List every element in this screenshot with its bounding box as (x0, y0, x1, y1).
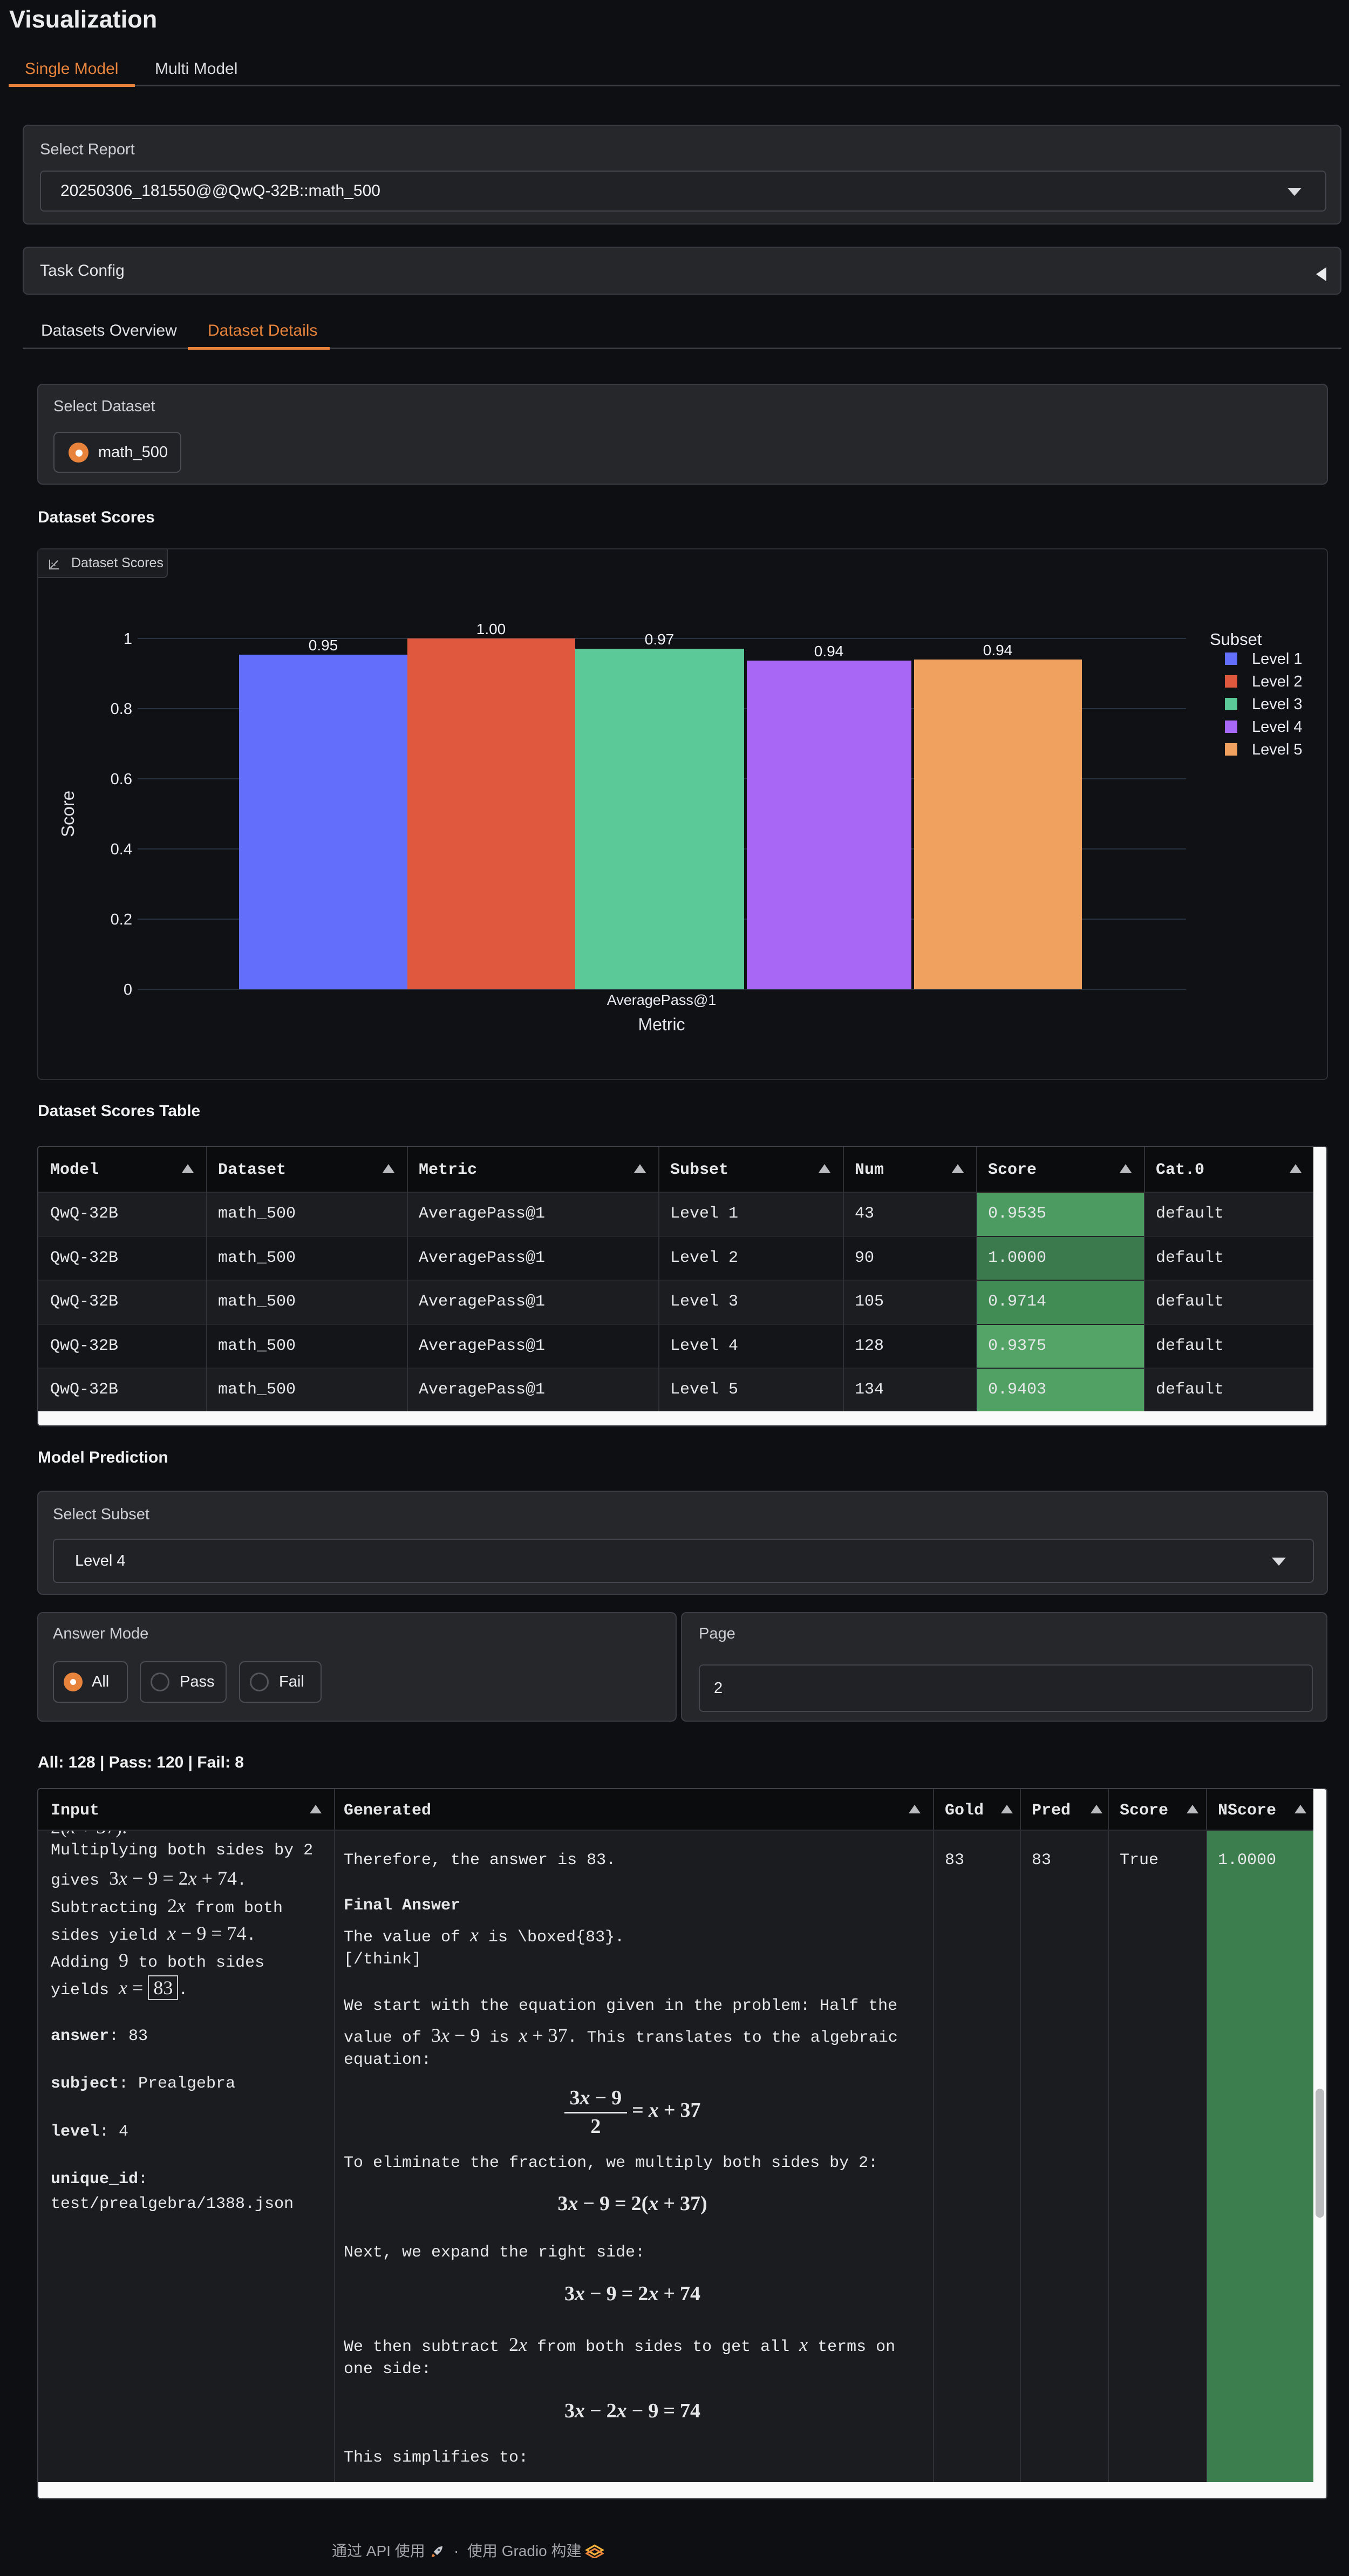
svg-text:0: 0 (124, 981, 132, 998)
svg-text:AveragePass@1: AveragePass@1 (607, 992, 717, 1008)
svg-text:Metric: Metric (638, 1015, 685, 1034)
svg-text:1: 1 (124, 630, 132, 648)
svg-text:0.94: 0.94 (814, 643, 844, 660)
svg-text:0.2: 0.2 (111, 911, 132, 928)
svg-text:Subset: Subset (1210, 630, 1262, 649)
svg-text:0.97: 0.97 (645, 631, 674, 648)
svg-text:Score: Score (58, 791, 78, 837)
svg-text:0.4: 0.4 (111, 841, 132, 858)
svg-text:0.8: 0.8 (111, 701, 132, 718)
svg-text:Level 3: Level 3 (1252, 696, 1303, 713)
svg-text:1.00: 1.00 (476, 621, 506, 637)
svg-text:0.95: 0.95 (309, 637, 338, 654)
svg-text:Level 1: Level 1 (1252, 650, 1303, 668)
svg-text:Level 4: Level 4 (1252, 718, 1303, 736)
svg-text:0.94: 0.94 (983, 642, 1013, 658)
svg-text:Level 2: Level 2 (1252, 673, 1303, 690)
svg-text:Level 5: Level 5 (1252, 741, 1303, 758)
svg-text:0.6: 0.6 (111, 771, 132, 788)
